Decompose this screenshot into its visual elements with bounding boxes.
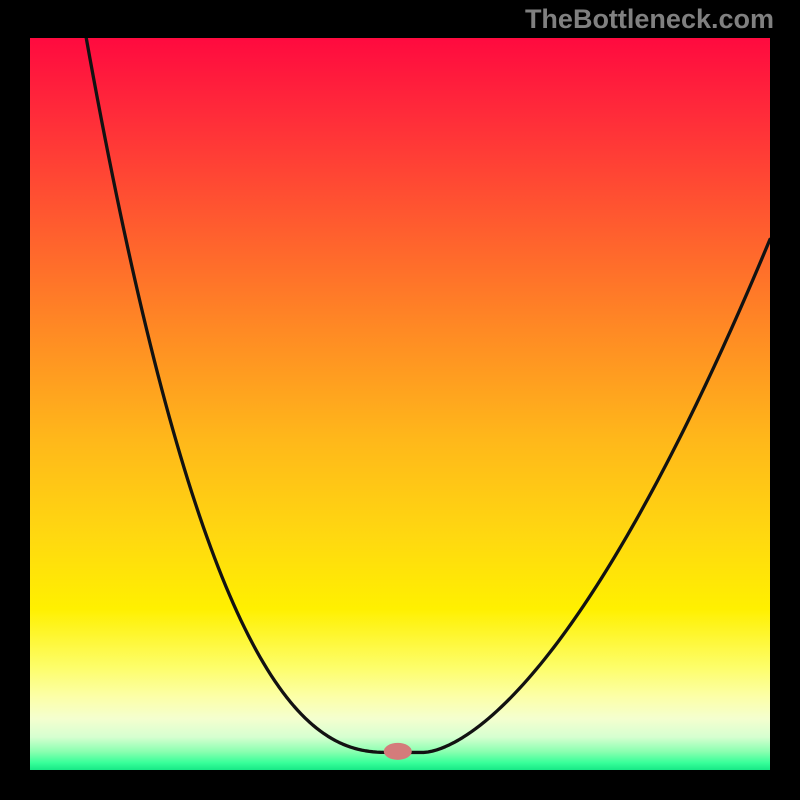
- optimal-point-marker: [384, 743, 412, 760]
- bottleneck-curve-chart: [30, 38, 770, 770]
- gradient-background: [30, 38, 770, 770]
- plot-area: [30, 38, 770, 770]
- watermark-text: TheBottleneck.com: [525, 4, 774, 35]
- chart-frame: TheBottleneck.com: [0, 0, 800, 800]
